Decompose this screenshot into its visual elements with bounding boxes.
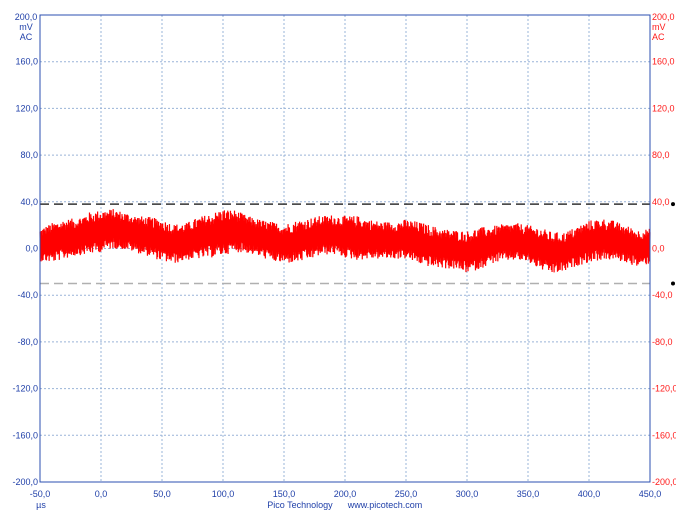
footer-brand: Pico Technology xyxy=(267,500,333,510)
x-tick-label: 250,0 xyxy=(395,489,418,499)
right-tick-label: 120,0 xyxy=(652,103,675,113)
right-tick-label: -160,0 xyxy=(652,430,676,440)
right-tick-label: -120,0 xyxy=(652,384,676,394)
x-tick-label: 300,0 xyxy=(456,489,479,499)
x-tick-label: 450,0 xyxy=(639,489,662,499)
left-tick-label: -200,0 xyxy=(12,477,38,487)
left-axis-ticks: 160,0 120,0 80,0 40,0 0,0 -40,0 -80,0 -120,0 -16… xyxy=(12,57,38,487)
left-tick-label: 0,0 xyxy=(25,244,38,254)
left-axis-top-label: 200,0 xyxy=(15,12,38,22)
right-tick-label: 160,0 xyxy=(652,57,675,67)
footer-url: www.picotech.com xyxy=(347,500,423,510)
left-tick-label: 80,0 xyxy=(20,150,38,160)
right-axis-units: mV xyxy=(652,22,666,32)
left-tick-label: 120,0 xyxy=(15,103,38,113)
x-tick-label: 350,0 xyxy=(517,489,540,499)
plot-frame xyxy=(39,14,651,483)
x-tick-label: 0,0 xyxy=(95,489,108,499)
left-tick-label: -120,0 xyxy=(12,384,38,394)
left-tick-label: -80,0 xyxy=(17,337,38,347)
left-tick-label: 160,0 xyxy=(15,57,38,67)
x-tick-label: 100,0 xyxy=(212,489,235,499)
right-axis-coupling: AC xyxy=(652,32,665,42)
signal-trace xyxy=(39,209,651,273)
left-tick-label: 40,0 xyxy=(20,197,38,207)
right-tick-label: 0,0 xyxy=(652,244,665,254)
threshold-markers xyxy=(671,202,675,286)
right-tick-label: 80,0 xyxy=(652,150,670,160)
signal-trace-line xyxy=(39,209,651,273)
x-tick-label: -50,0 xyxy=(30,489,51,499)
left-tick-label: -160,0 xyxy=(12,430,38,440)
right-axis-top-label: 200,0 xyxy=(652,12,675,22)
x-tick-label: 50,0 xyxy=(153,489,171,499)
right-tick-label: -40,0 xyxy=(652,290,673,300)
x-axis-ticks: -50,0 0,0 50,0 100,0 150,0 200,0 250,0 300,0 350… xyxy=(30,489,662,499)
threshold-lines xyxy=(40,203,650,285)
right-tick-label: -200,0 xyxy=(652,477,676,487)
left-axis-units: mV xyxy=(19,22,33,32)
right-axis-ticks: 160,0 120,0 80,0 40,0 0,0 -40,0 -80,0 -120,0 -16… xyxy=(652,57,676,487)
x-tick-label: 200,0 xyxy=(334,489,357,499)
x-tick-label: 150,0 xyxy=(273,489,296,499)
lower-threshold-marker[interactable] xyxy=(671,281,675,286)
right-tick-label: 40,0 xyxy=(652,197,670,207)
left-tick-label: -40,0 xyxy=(17,290,38,300)
upper-threshold-marker[interactable] xyxy=(671,202,675,207)
right-tick-label: -80,0 xyxy=(652,337,673,347)
x-axis-unit: µs xyxy=(36,500,46,510)
left-axis-coupling: AC xyxy=(20,32,33,42)
x-tick-label: 400,0 xyxy=(578,489,601,499)
